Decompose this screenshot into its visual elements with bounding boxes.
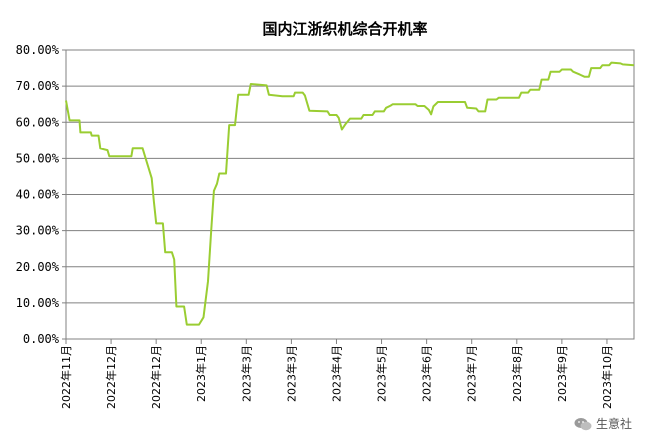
series-layer: [65, 61, 635, 326]
y-axis: 0.00% 10.00% 20.00% 30.00% 40.00% 50.00% 60.00…: [16, 43, 66, 346]
x-tick-label: 2023年4月: [329, 345, 343, 402]
x-tick-label: 2023年5月: [375, 345, 389, 402]
x-tick-label: 2023年3月: [239, 345, 253, 402]
y-tick-label: 60.00%: [16, 115, 60, 129]
x-tick-label: 2022年12月: [149, 345, 163, 409]
wechat-icon: [574, 417, 592, 431]
watermark: 生意社: [574, 415, 632, 432]
x-tick-label: 2023年6月: [420, 345, 434, 402]
y-tick-label: 20.00%: [16, 260, 60, 274]
y-tick-label: 30.00%: [16, 224, 60, 238]
y-tick-label: 70.00%: [16, 79, 60, 93]
y-tick-label: 10.00%: [16, 296, 60, 310]
y-tick-label: 0.00%: [23, 332, 60, 346]
y-tick-label: 50.00%: [16, 151, 60, 165]
x-tick-label: 2022年12月: [104, 345, 118, 409]
y-tick-label: 40.00%: [16, 188, 60, 202]
grid-lines: [66, 85, 634, 304]
x-tick-label: 2023年9月: [555, 345, 569, 402]
x-tick-label: 2023年7月: [465, 345, 479, 402]
x-tick-label: 2023年3月: [284, 345, 298, 402]
chart-title: 国内江浙织机综合开机率: [262, 20, 427, 38]
x-tick-label: 2023年1月: [194, 345, 208, 402]
x-tick-label: 2023年8月: [510, 345, 524, 402]
x-tick-label: 2023年10月: [600, 345, 614, 409]
x-tick-label: 2022年11月: [59, 345, 73, 409]
series-line: [65, 61, 635, 326]
watermark-text: 生意社: [595, 417, 632, 431]
x-axis: 2022年11月 2022年12月 2022年12月 2023年1月 2023年3月 20…: [59, 339, 614, 409]
y-tick-label: 80.00%: [16, 43, 60, 57]
